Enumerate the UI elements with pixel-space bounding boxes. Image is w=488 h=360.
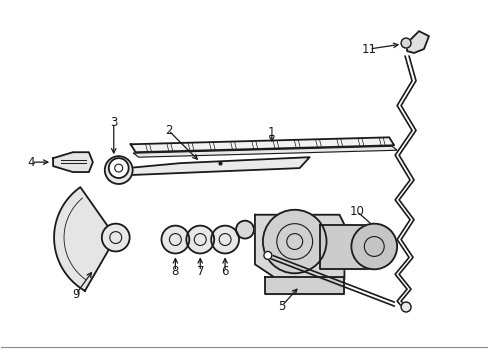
Polygon shape (130, 137, 393, 152)
Text: 3: 3 (110, 116, 117, 129)
Polygon shape (406, 31, 428, 53)
Text: 1: 1 (267, 126, 275, 139)
Circle shape (104, 156, 132, 184)
Text: 4: 4 (27, 156, 35, 168)
Polygon shape (54, 187, 109, 291)
Text: 10: 10 (349, 205, 364, 218)
Circle shape (211, 226, 239, 253)
Circle shape (186, 226, 214, 253)
Polygon shape (254, 215, 344, 284)
Text: 11: 11 (361, 42, 376, 55)
Text: 5: 5 (278, 300, 285, 312)
Polygon shape (264, 277, 344, 294)
Text: 6: 6 (221, 265, 228, 278)
Text: 8: 8 (171, 265, 179, 278)
Text: 7: 7 (196, 265, 203, 278)
Text: 9: 9 (72, 288, 80, 301)
Circle shape (102, 224, 129, 251)
Circle shape (264, 251, 271, 260)
Circle shape (161, 226, 189, 253)
Polygon shape (319, 225, 368, 269)
Polygon shape (133, 146, 396, 157)
Polygon shape (105, 157, 309, 180)
Circle shape (351, 224, 396, 269)
Circle shape (236, 221, 253, 239)
Circle shape (263, 210, 326, 273)
Circle shape (400, 38, 410, 48)
Text: 2: 2 (164, 124, 172, 137)
Polygon shape (53, 152, 93, 172)
Circle shape (400, 302, 410, 312)
Circle shape (108, 158, 128, 178)
